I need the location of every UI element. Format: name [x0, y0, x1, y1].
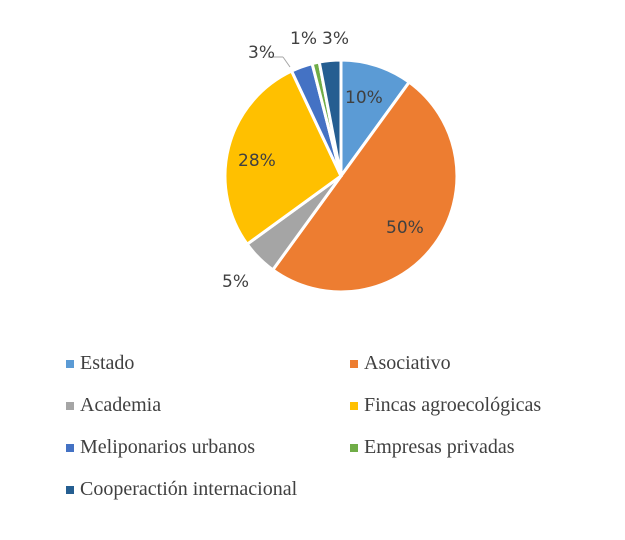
legend-item-cooperacion: Cooperactión internacional — [66, 478, 297, 501]
slice-label-empresas: 1% — [290, 29, 317, 49]
slice-label-estado: 10% — [345, 88, 383, 108]
legend-swatch — [350, 443, 358, 452]
leader-line — [282, 56, 291, 68]
legend-label: Fincas agroecológicas — [364, 394, 542, 416]
slice-label-fincas: 28% — [238, 151, 276, 171]
pie-chart: 10% 50% 5% 28% 3% 1% 3% — [222, 29, 459, 294]
legend-swatch — [350, 401, 358, 410]
legend-swatch — [350, 359, 358, 368]
slice-label-academia: 5% — [222, 272, 249, 292]
legend-label: Cooperactión internacional — [80, 478, 298, 500]
legend-item-estado: Estado — [66, 352, 134, 375]
legend-item-empresas: Empresas privadas — [350, 436, 515, 459]
legend-label: Academia — [80, 394, 162, 416]
legend-label: Meliponarios urbanos — [80, 436, 255, 458]
legend-item-asociativo: Asociativo — [350, 352, 451, 375]
legend-item-meliponarios: Meliponarios urbanos — [66, 436, 255, 459]
pie-slice-cooperacion — [317, 58, 343, 177]
legend-label: Empresas privadas — [364, 436, 515, 458]
legend-swatch — [66, 443, 74, 452]
slice-label-asociativo: 50% — [386, 218, 424, 238]
legend-swatch — [66, 485, 74, 494]
legend-swatch — [66, 401, 74, 410]
pie-slice-asociativo — [270, 80, 459, 294]
pie-slice-fincas — [223, 69, 343, 247]
slice-label-meliponarios: 3% — [248, 43, 275, 63]
legend-item-fincas: Fincas agroecológicas — [350, 394, 541, 417]
legend-swatch — [66, 359, 74, 368]
legend-label: Estado — [80, 352, 135, 374]
legend-label: Asociativo — [364, 352, 451, 374]
slice-label-cooperacion: 3% — [322, 29, 349, 49]
legend-item-academia: Academia — [66, 394, 161, 417]
